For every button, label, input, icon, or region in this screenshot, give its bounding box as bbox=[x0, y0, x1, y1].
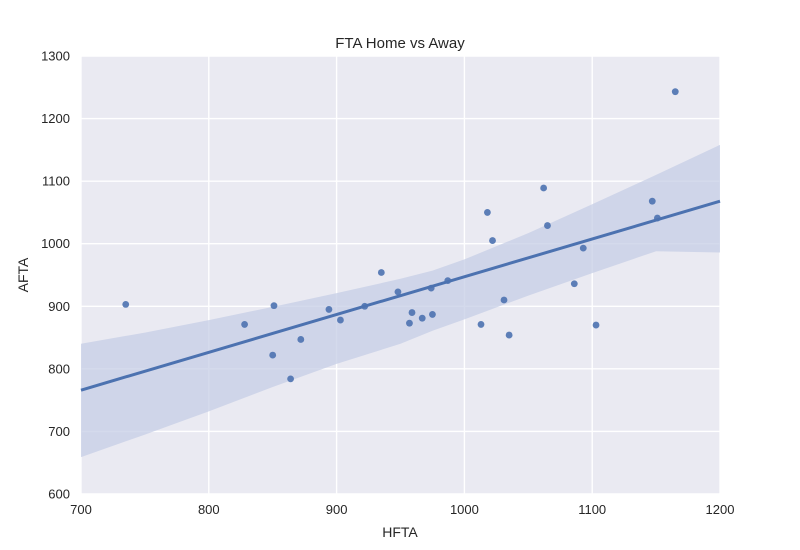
data-point bbox=[241, 321, 248, 328]
x-tick-labels: 700 800 900 1000 1100 1200 bbox=[70, 502, 734, 517]
y-axis-label: AFTA bbox=[15, 257, 31, 292]
y-tick-label: 700 bbox=[48, 424, 70, 439]
data-point bbox=[377, 269, 385, 276]
data-point bbox=[429, 311, 436, 318]
data-point bbox=[406, 319, 413, 327]
data-point bbox=[297, 336, 305, 343]
regression-line bbox=[80, 199, 721, 392]
data-point bbox=[270, 302, 278, 310]
data-points bbox=[122, 88, 679, 383]
x-tick-label: 800 bbox=[198, 502, 220, 517]
data-point bbox=[505, 331, 513, 339]
data-point bbox=[337, 316, 344, 324]
data-point bbox=[408, 309, 416, 316]
y-tick-label: 1300 bbox=[41, 49, 70, 64]
data-point bbox=[444, 277, 452, 285]
grid-lines bbox=[80, 55, 721, 495]
x-tick-label: 700 bbox=[70, 502, 92, 517]
data-point bbox=[500, 296, 508, 304]
x-tick-label: 1100 bbox=[578, 502, 606, 517]
y-tick-label: 1000 bbox=[41, 236, 70, 251]
y-tick-label: 900 bbox=[48, 299, 70, 314]
data-point bbox=[489, 237, 496, 244]
data-point bbox=[484, 209, 491, 216]
data-point bbox=[540, 184, 548, 192]
data-point bbox=[592, 321, 600, 329]
data-point bbox=[653, 214, 661, 222]
chart-title: FTA Home vs Away bbox=[335, 35, 465, 52]
x-axis-label: HFTA bbox=[382, 524, 418, 540]
data-point bbox=[269, 351, 277, 359]
x-tick-label: 1000 bbox=[450, 502, 479, 517]
data-point bbox=[570, 280, 578, 288]
data-point bbox=[394, 288, 402, 296]
x-tick-label: 1200 bbox=[706, 502, 735, 517]
data-point bbox=[427, 284, 435, 292]
y-tick-labels: 600 700 800 900 1000 1100 1200 1300 bbox=[41, 49, 70, 502]
y-tick-label: 800 bbox=[48, 361, 70, 376]
data-point bbox=[325, 306, 333, 313]
confidence-band bbox=[81, 144, 720, 458]
data-point bbox=[287, 375, 294, 383]
data-point bbox=[122, 301, 130, 308]
y-tick-label: 600 bbox=[48, 487, 70, 502]
x-tick-label: 900 bbox=[326, 502, 348, 517]
plot-background bbox=[81, 56, 720, 494]
y-tick-label: 1100 bbox=[42, 174, 70, 189]
data-point bbox=[648, 197, 656, 205]
data-point bbox=[671, 88, 679, 96]
y-tick-label: 1200 bbox=[41, 111, 70, 126]
data-point bbox=[477, 321, 485, 328]
data-point bbox=[544, 222, 551, 229]
data-point bbox=[418, 314, 426, 322]
data-point bbox=[579, 244, 587, 252]
data-point bbox=[361, 302, 369, 310]
